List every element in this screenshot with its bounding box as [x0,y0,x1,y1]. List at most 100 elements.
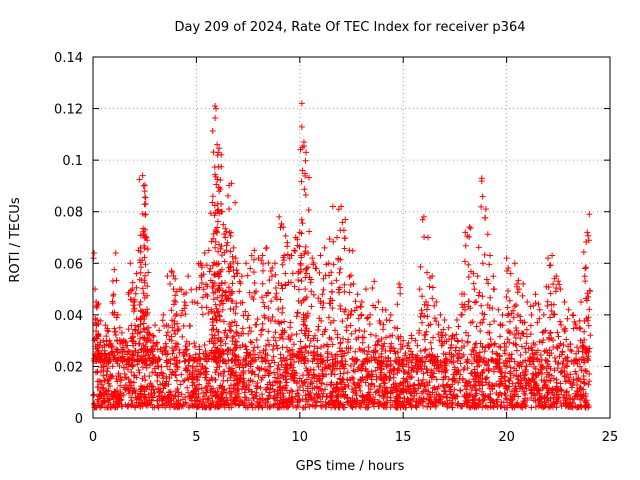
data-point [125,347,132,354]
data-point [397,380,404,387]
data-point [242,308,249,315]
data-point [578,298,585,305]
data-point [244,316,251,323]
data-point [266,403,273,410]
data-point [248,328,255,335]
data-point [267,385,274,392]
data-point [472,370,479,377]
data-point [194,358,201,365]
data-point [329,399,336,406]
data-point [116,324,123,331]
data-point [330,362,337,369]
data-point [475,379,482,386]
data-point [170,301,177,308]
data-point [243,260,250,267]
data-point [535,301,542,308]
data-point [191,299,198,306]
data-point [506,318,513,325]
data-point [282,376,289,383]
data-point [222,289,229,296]
data-point [136,369,143,376]
data-point [438,368,445,375]
data-point [181,358,188,365]
data-point [360,393,367,400]
data-point [164,351,171,358]
data-point [204,396,211,403]
data-point [241,358,248,365]
data-point [291,247,298,254]
data-point [486,321,493,328]
data-point [340,227,347,234]
data-point [465,261,472,268]
data-point [475,292,482,299]
data-point [361,328,368,335]
data-point [210,296,217,303]
data-point [143,396,150,403]
data-point [193,371,200,378]
data-point [166,392,173,399]
data-point [356,327,363,334]
data-point [544,391,551,398]
data-point [417,365,424,372]
data-point [167,356,174,363]
data-point [118,329,125,336]
data-point [209,322,216,329]
data-point [358,361,365,368]
data-point [313,265,320,272]
data-point [212,102,219,109]
data-point [103,404,110,411]
data-point [223,242,230,249]
data-point [452,395,459,402]
data-point [315,390,322,397]
data-point [563,389,570,396]
data-point [251,351,258,358]
data-point [581,336,588,343]
data-point [325,314,332,321]
data-point [359,392,366,399]
data-point [222,234,229,241]
data-point [577,325,584,332]
data-point [228,229,235,236]
data-point [370,401,377,408]
data-point [145,331,152,338]
data-point [163,332,170,339]
data-point [300,372,307,379]
data-point [113,375,120,382]
data-point [102,350,109,357]
data-point [369,284,376,291]
data-point [377,361,384,368]
data-point [259,294,266,301]
data-point [329,389,336,396]
data-point [322,386,329,393]
data-point [530,378,537,385]
data-point [146,330,153,337]
data-point [272,285,279,292]
data-point [364,394,371,401]
y-tick-label: 0 [75,412,83,427]
data-point [366,321,373,328]
data-point [351,368,358,375]
data-point [498,399,505,406]
data-point [172,275,179,282]
data-point [189,369,196,376]
data-point [442,369,449,376]
data-point [428,374,435,381]
data-point [275,362,282,369]
data-point [320,342,327,349]
data-point [401,368,408,375]
data-point [249,294,256,301]
data-point [120,337,127,344]
data-point [266,277,273,284]
data-point [219,384,226,391]
data-point [490,286,497,293]
data-point [507,370,514,377]
data-point [218,336,225,343]
data-point [270,369,277,376]
data-point [319,379,326,386]
data-point [495,392,502,399]
data-point [314,383,321,390]
data-point [220,221,227,228]
data-point [147,357,154,364]
data-point [190,354,197,361]
data-point [259,252,266,259]
